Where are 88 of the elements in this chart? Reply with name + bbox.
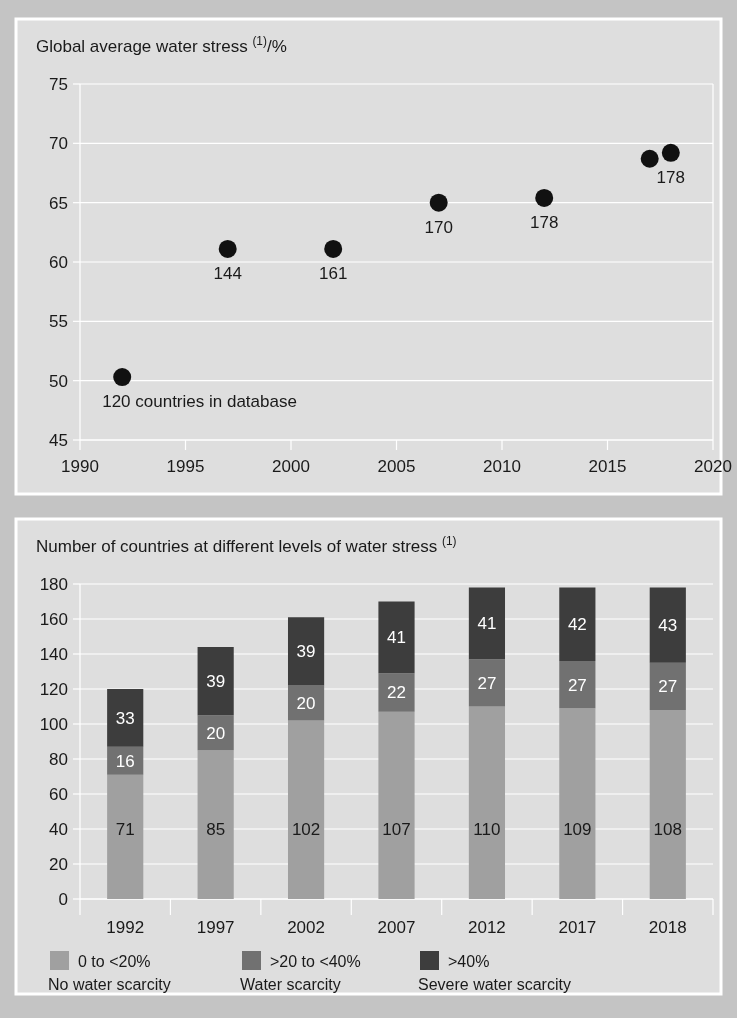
legend-label: >40% Severe water scarcity xyxy=(418,953,571,993)
x-tick-label: 1997 xyxy=(196,918,235,937)
data-label: 110 xyxy=(473,819,501,839)
x-tick-label: 2010 xyxy=(483,457,521,476)
y-tick-label: 140 xyxy=(39,644,68,664)
data-label: 39 xyxy=(206,672,226,692)
chart-title: Global average water stress $^{(1)}$/% xyxy=(36,34,287,56)
y-tick-label: 45 xyxy=(49,430,68,450)
bar xyxy=(287,617,325,686)
x-tick-label: 2020 xyxy=(694,457,732,476)
point xyxy=(640,149,659,168)
y-tick-label: 70 xyxy=(49,134,68,154)
y-tick-label: 50 xyxy=(49,371,68,391)
y-tick-label: 60 xyxy=(49,252,68,272)
y-tick-label: 20 xyxy=(49,854,68,874)
bar xyxy=(468,706,506,899)
data-label: 16 xyxy=(115,751,135,771)
x-tick-label: 2007 xyxy=(377,918,416,937)
bar xyxy=(107,689,144,747)
x-tick-label: 2015 xyxy=(588,457,627,476)
y-tick-label: 65 xyxy=(49,193,68,213)
data-label: 71 xyxy=(115,819,135,839)
point xyxy=(113,368,132,387)
point xyxy=(535,188,554,207)
bar xyxy=(287,720,325,899)
data-label: 85 xyxy=(206,819,226,839)
y-tick-label: 0 xyxy=(58,889,68,909)
data-label: 102 xyxy=(291,819,321,839)
chart-title: Number of countries at different levels of water stress $^{(1)}$ xyxy=(36,534,457,556)
data-label: 27 xyxy=(658,677,678,697)
bar xyxy=(468,659,506,707)
y-tick-label: 100 xyxy=(39,714,68,734)
data-label: 109 xyxy=(563,819,592,839)
data-label: 22 xyxy=(387,683,406,703)
legend-label: 0 to <20% No water scarcity xyxy=(48,953,171,993)
annotation: 144 xyxy=(213,263,242,283)
bar xyxy=(378,601,415,674)
annotation: 170 xyxy=(424,217,453,237)
data-label: 27 xyxy=(567,675,587,695)
point xyxy=(429,193,448,212)
bar xyxy=(378,711,415,899)
bar xyxy=(559,587,596,661)
bar xyxy=(649,587,686,663)
y-tick-label: 160 xyxy=(39,609,68,629)
x-tick-label: 2018 xyxy=(648,918,687,937)
bar xyxy=(649,710,686,899)
point xyxy=(218,239,237,258)
data-label: 108 xyxy=(653,819,682,839)
annotation: 178 xyxy=(656,167,685,187)
bar xyxy=(107,774,144,899)
bar xyxy=(197,750,234,899)
data-label: 42 xyxy=(567,615,587,635)
x-tick-label: 2002 xyxy=(287,918,325,937)
point xyxy=(324,239,343,258)
y-tick-label: 80 xyxy=(49,749,68,769)
data-label: 39 xyxy=(296,642,316,662)
annotation: 161 xyxy=(319,263,348,283)
annotation: 178 xyxy=(530,212,559,232)
bar xyxy=(559,661,596,709)
legend-label: >20 to <40% Water scarcity xyxy=(240,953,361,993)
data-label: 33 xyxy=(115,708,135,728)
data-label: 43 xyxy=(658,616,678,636)
bar xyxy=(649,662,686,710)
x-tick-label: 1990 xyxy=(61,457,99,476)
bar xyxy=(468,587,506,660)
bar xyxy=(559,708,596,899)
x-tick-label: 2000 xyxy=(272,457,310,476)
data-label: 20 xyxy=(206,723,226,743)
y-tick-label: 75 xyxy=(49,74,68,94)
x-tick-label: 2005 xyxy=(377,457,416,476)
point xyxy=(661,143,680,162)
y-tick-label: 120 xyxy=(39,679,68,699)
y-tick-label: 180 xyxy=(39,574,68,594)
x-tick-label: 2017 xyxy=(558,918,597,937)
data-label: 20 xyxy=(296,693,316,713)
x-tick-label: 1995 xyxy=(166,457,205,476)
data-label: 41 xyxy=(477,614,497,634)
x-tick-label: 1992 xyxy=(106,918,145,937)
data-label: 27 xyxy=(477,673,497,693)
y-tick-label: 60 xyxy=(49,784,68,804)
x-tick-label: 2012 xyxy=(468,918,506,937)
bar xyxy=(197,647,234,716)
data-label: 107 xyxy=(382,819,411,839)
bar xyxy=(378,673,415,712)
y-tick-label: 55 xyxy=(49,312,68,332)
annotation: 120 countries in database xyxy=(102,392,297,412)
y-tick-label: 40 xyxy=(49,819,68,839)
data-label: 41 xyxy=(387,628,406,648)
